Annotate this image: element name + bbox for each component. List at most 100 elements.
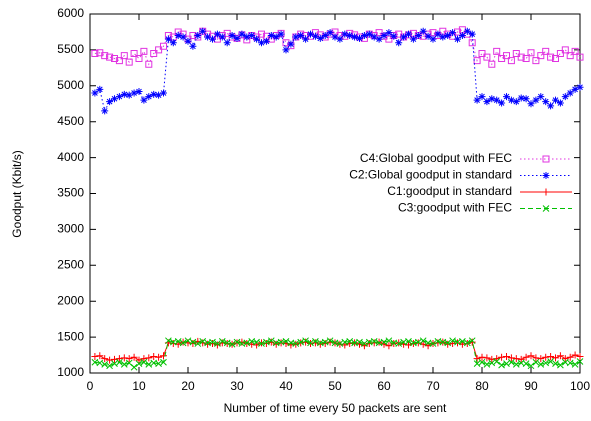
x-tick-label: 70	[426, 379, 440, 393]
point-marker	[106, 53, 114, 61]
point-marker	[395, 39, 403, 47]
point-marker	[459, 338, 466, 345]
point-marker	[115, 355, 123, 363]
point-marker	[125, 355, 133, 363]
point-marker	[331, 33, 339, 41]
point-marker	[312, 338, 319, 345]
legend-label: C4:Global goodput with FEC	[360, 151, 512, 165]
point-marker	[209, 338, 216, 346]
point-marker	[400, 33, 408, 41]
point-marker	[106, 98, 114, 106]
point-marker	[321, 32, 329, 40]
point-marker	[380, 32, 388, 40]
point-marker	[478, 358, 486, 366]
point-marker	[91, 352, 99, 360]
point-marker	[507, 57, 515, 65]
point-marker	[380, 338, 388, 346]
point-marker	[115, 57, 123, 65]
point-marker	[194, 32, 202, 40]
point-marker	[507, 96, 515, 104]
point-marker	[145, 60, 153, 68]
point-marker	[429, 340, 437, 347]
point-marker	[199, 338, 207, 345]
y-tick-label: 5500	[57, 42, 84, 56]
point-marker	[292, 33, 300, 41]
point-marker	[292, 33, 300, 41]
point-marker	[434, 30, 442, 38]
point-marker	[503, 352, 510, 360]
point-marker	[233, 338, 241, 346]
point-marker	[571, 351, 579, 359]
point-marker	[184, 37, 192, 45]
point-marker	[468, 30, 476, 38]
point-marker	[282, 46, 290, 54]
point-marker	[336, 35, 344, 43]
y-axis-label: Goodput (Kbit/s)	[10, 150, 24, 237]
point-marker	[130, 49, 138, 57]
point-marker	[424, 32, 432, 40]
point-marker	[214, 340, 221, 347]
point-marker	[106, 356, 114, 364]
legend-marker	[542, 155, 550, 163]
point-marker	[302, 337, 309, 345]
point-marker	[189, 338, 197, 346]
point-marker	[532, 354, 540, 362]
point-marker	[512, 355, 520, 363]
point-marker	[493, 47, 501, 55]
point-marker	[218, 338, 226, 345]
point-marker	[336, 340, 344, 347]
point-marker	[370, 338, 378, 345]
x-tick-label: 30	[230, 379, 244, 393]
point-marker	[385, 35, 393, 43]
point-marker	[297, 338, 305, 346]
point-marker	[547, 53, 555, 61]
point-marker	[566, 353, 574, 361]
point-marker	[302, 35, 310, 43]
point-marker	[370, 339, 378, 347]
point-marker	[160, 89, 167, 97]
point-marker	[277, 30, 285, 38]
point-marker	[96, 49, 104, 57]
point-marker	[174, 32, 182, 40]
point-marker	[566, 52, 574, 60]
point-marker	[547, 358, 554, 365]
point-marker	[473, 96, 481, 104]
point-marker	[517, 53, 525, 61]
point-marker	[556, 99, 564, 107]
point-marker	[287, 40, 295, 48]
point-marker	[360, 32, 368, 40]
point-marker	[356, 338, 363, 346]
point-marker	[199, 27, 207, 35]
x-tick-label: 50	[328, 379, 342, 393]
point-marker	[542, 353, 550, 361]
point-marker	[145, 93, 153, 101]
x-tick-label: 100	[570, 379, 590, 393]
point-marker	[213, 30, 221, 38]
point-marker	[150, 49, 158, 57]
point-marker	[253, 35, 261, 43]
point-marker	[111, 55, 118, 63]
point-marker	[537, 52, 545, 60]
point-marker	[155, 46, 163, 54]
point-marker	[414, 338, 422, 346]
point-marker	[223, 339, 231, 347]
point-marker	[311, 339, 319, 347]
point-marker	[375, 35, 383, 43]
point-marker	[262, 37, 270, 45]
point-marker	[213, 35, 221, 43]
point-marker	[385, 337, 393, 345]
point-marker	[552, 354, 559, 362]
point-marker	[439, 33, 447, 41]
point-marker	[498, 55, 506, 63]
point-marker	[498, 353, 506, 361]
point-marker	[160, 352, 167, 360]
point-marker	[258, 30, 265, 38]
point-marker	[179, 33, 187, 41]
point-marker	[150, 90, 158, 98]
point-marker	[160, 358, 167, 366]
point-marker	[517, 355, 525, 363]
point-marker	[155, 360, 162, 368]
point-marker	[140, 355, 148, 363]
point-marker	[561, 93, 569, 101]
point-marker	[120, 354, 128, 362]
